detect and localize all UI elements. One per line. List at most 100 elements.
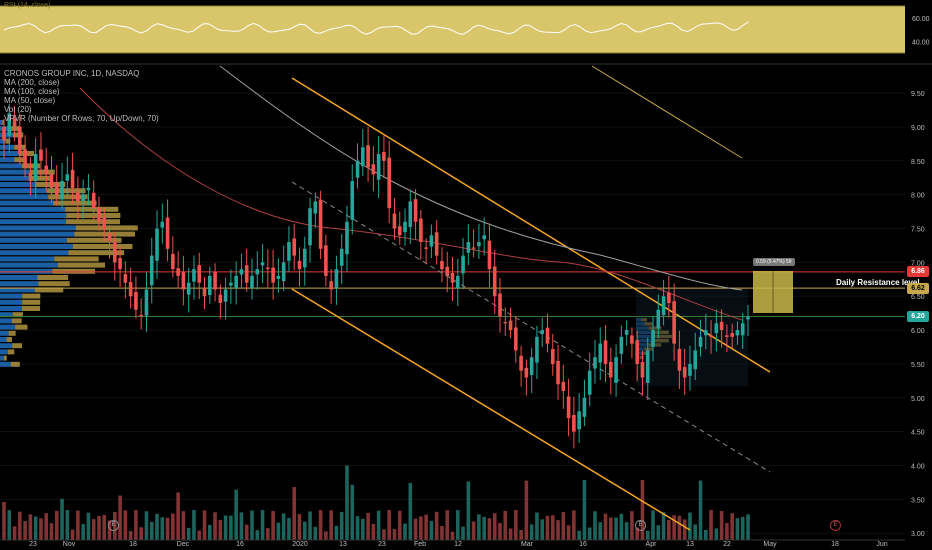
candle-body (709, 335, 713, 337)
indicator-ma200[interactable]: MA (200, close) (4, 78, 60, 87)
candle-body (308, 208, 312, 246)
candle-body (492, 266, 497, 297)
volume-bar (661, 512, 666, 540)
vpvr-up-bar (0, 330, 9, 336)
earnings-marker-icon[interactable]: E (830, 520, 841, 531)
volume-bar (577, 530, 581, 540)
candle-body (102, 217, 107, 229)
volume-bar (593, 511, 597, 540)
volume-bar (582, 480, 587, 540)
volume-bar (730, 513, 734, 540)
earnings-marker-icon[interactable]: E (108, 520, 119, 531)
volume-bar (698, 480, 703, 540)
candle-body (281, 262, 286, 282)
daily-resistance-label: Daily Resistance level (836, 278, 920, 287)
candle-body (118, 258, 122, 270)
candle-body (719, 321, 724, 331)
volume-bar (102, 514, 107, 540)
volume-bar (709, 510, 713, 540)
candle-body (181, 271, 186, 290)
vpvr-up-bar (0, 175, 29, 181)
candle-body (271, 267, 275, 283)
vpvr-up-bar (0, 182, 36, 187)
volume-bar (355, 516, 360, 540)
candle-body (735, 330, 740, 336)
candle-body (450, 272, 455, 283)
vpvr-up-bar (0, 349, 8, 355)
candle-body (165, 217, 170, 249)
y-tick-label: 7.00 (911, 260, 925, 267)
volume-bar (234, 489, 238, 540)
volume-bar (693, 524, 698, 540)
vpvr-up-bar (0, 219, 66, 225)
candle-body (672, 301, 676, 344)
symbol-line[interactable]: CRONOS GROUP INC, 1D, NASDAQ (4, 69, 140, 78)
candle-body (186, 282, 191, 295)
vpvr-down-bar (72, 244, 133, 249)
volume-bar (139, 527, 143, 540)
candle-body (234, 275, 238, 288)
volume-bar (624, 522, 629, 540)
volume-bar (450, 531, 455, 540)
volume-bar (429, 520, 434, 540)
volume-bar (239, 512, 244, 540)
volume-bar (714, 528, 719, 540)
candle-body (667, 292, 671, 303)
candle-body (688, 363, 692, 376)
candle-body (455, 275, 460, 289)
volume-bar (630, 511, 634, 540)
indicator-volume[interactable]: Vol (20) (4, 105, 32, 114)
vpvr-down-bar (54, 256, 99, 262)
candle-body (566, 396, 571, 419)
volume-bar (218, 519, 223, 540)
candle-body (334, 269, 339, 288)
ma100-line (219, 65, 743, 291)
candle-body (392, 213, 397, 229)
vpvr-down-bar (48, 194, 88, 200)
volume-bar (128, 531, 133, 540)
candle-body (640, 361, 645, 378)
vpvr-up-bar (0, 120, 3, 125)
vpvr-up-bar (0, 287, 35, 293)
candle-body (545, 327, 550, 344)
volume-bar (144, 511, 149, 540)
volume-bar (91, 519, 96, 540)
candle-body (519, 355, 523, 371)
candle-body (682, 367, 687, 378)
volume-bar (361, 518, 365, 540)
indicator-ma100[interactable]: MA (100, close) (4, 87, 60, 96)
volume-bar (492, 513, 497, 540)
candle-body (81, 194, 85, 201)
volume-bar (614, 517, 618, 540)
channel-lower-line (291, 288, 691, 531)
vpvr-up-bar (0, 268, 53, 274)
vpvr-down-bar (22, 299, 41, 305)
volume-bar (65, 510, 70, 540)
volume-bar (598, 522, 603, 540)
vpvr-down-bar (7, 349, 15, 355)
indicator-ma50[interactable]: MA (50, close) (4, 96, 56, 105)
candle-body (482, 235, 486, 240)
volume-bar (149, 521, 154, 540)
earnings-marker-icon[interactable]: E (635, 520, 646, 531)
x-tick-label: Mar (521, 541, 534, 548)
volume-bar (281, 513, 286, 540)
y-tick-label: 6.50 (911, 294, 925, 301)
volume-bar (60, 498, 64, 540)
vpvr-down-bar (12, 312, 23, 318)
candle-body (313, 201, 318, 214)
volume-bar (97, 515, 101, 540)
volume-bar (482, 516, 486, 540)
y-tick-label: 5.00 (911, 396, 925, 403)
volume-bar (186, 527, 191, 540)
volume-bar (719, 510, 724, 540)
candle-body (7, 113, 12, 136)
vpvr-up-bar (0, 144, 15, 150)
indicator-vpvr[interactable]: VPVR (Number Of Rows, 70, Up/Down, 70) (4, 114, 159, 123)
volume-bar (609, 517, 613, 540)
volume-bar (740, 516, 745, 540)
candle-body (603, 340, 608, 364)
rsi-line (3, 21, 749, 35)
volume-bar (408, 482, 413, 540)
